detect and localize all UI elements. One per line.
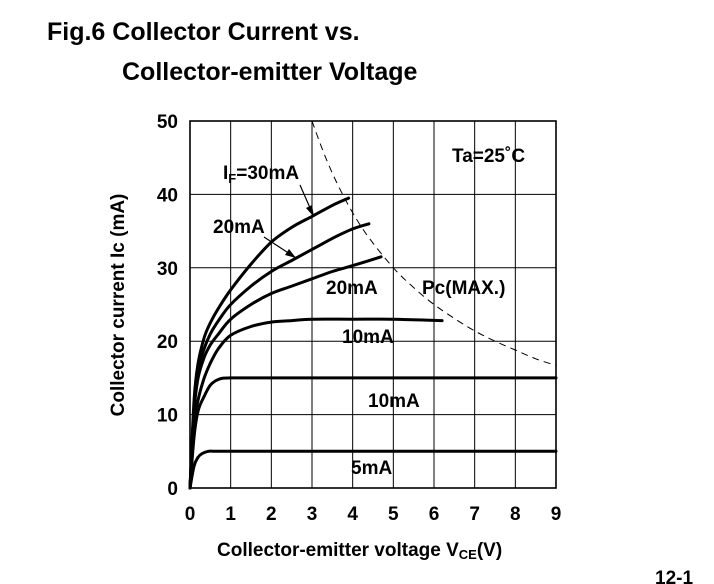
chart-title-line2: Collector-emitter Voltage (122, 58, 418, 86)
chart-title-line1: Fig.6 Collector Current vs. (47, 18, 360, 46)
x-tick-label-3: 3 (307, 504, 318, 525)
x-tick-label-1: 1 (225, 504, 236, 525)
pc-max-curve (311, 120, 557, 366)
series-line-1 (188, 222, 371, 490)
x-tick-label-5: 5 (388, 504, 399, 525)
series-line-4 (188, 376, 558, 490)
x-tick-label-8: 8 (510, 504, 521, 525)
leader-arrow-30ma (306, 205, 314, 217)
series-label-10ma-lower: 10mA (368, 391, 420, 412)
x-tick-label-7: 7 (469, 504, 480, 525)
temperature-condition: Ta=25˚C (452, 146, 525, 167)
y-tick-label-3: 30 (157, 259, 178, 280)
series-label-10ma-upper: 10mA (342, 327, 394, 348)
y-tick-label-2: 20 (157, 332, 178, 353)
x-tick-label-6: 6 (429, 504, 440, 525)
x-tick-label-0: 0 (185, 504, 196, 525)
x-tick-label-9: 9 (551, 504, 562, 525)
series-label-if-sub: F (228, 171, 236, 186)
temperature-condition-value: Ta=25 (452, 146, 505, 167)
series-line-5 (188, 449, 558, 490)
series-line-3 (188, 317, 444, 490)
pc-max-label: Pc(MAX.) (422, 278, 505, 299)
y-tick-label-0: 0 (167, 479, 178, 500)
series-label-if-30ma: IF=30mA (223, 163, 299, 186)
series-label-20ma-lower: 20mA (326, 278, 378, 299)
y-tick-labels: 0 10 20 30 40 50 (157, 112, 178, 500)
x-axis-label-main: Collector-emitter voltage V (217, 540, 459, 561)
x-axis-label-sub: CE (459, 547, 477, 562)
x-tick-label-2: 2 (266, 504, 277, 525)
series-line-2 (188, 255, 383, 490)
x-tick-label-4: 4 (347, 504, 358, 525)
page-number: 12-1 (655, 568, 693, 584)
x-axis-label-unit: (V) (477, 540, 502, 561)
series-label-if-value: =30mA (236, 163, 299, 184)
plot-frame (189, 120, 557, 489)
temperature-condition-unit: ˚C (505, 146, 525, 167)
y-tick-label-4: 40 (157, 185, 178, 206)
series-lines (188, 196, 558, 490)
x-tick-labels: 0 1 2 3 4 5 6 7 8 9 (185, 504, 562, 525)
y-tick-label-1: 10 (157, 406, 178, 427)
leader-arrow-20ma (285, 249, 296, 258)
series-label-if-prefix: I (223, 163, 228, 184)
y-tick-label-5: 50 (157, 112, 178, 133)
y-axis-label: Collector current Ic (mA) (108, 194, 129, 417)
series-label-20ma-upper: 20mA (213, 217, 265, 238)
series-label-5ma: 5mA (351, 458, 392, 479)
x-axis-label: Collector-emitter voltage VCE(V) (217, 540, 502, 562)
